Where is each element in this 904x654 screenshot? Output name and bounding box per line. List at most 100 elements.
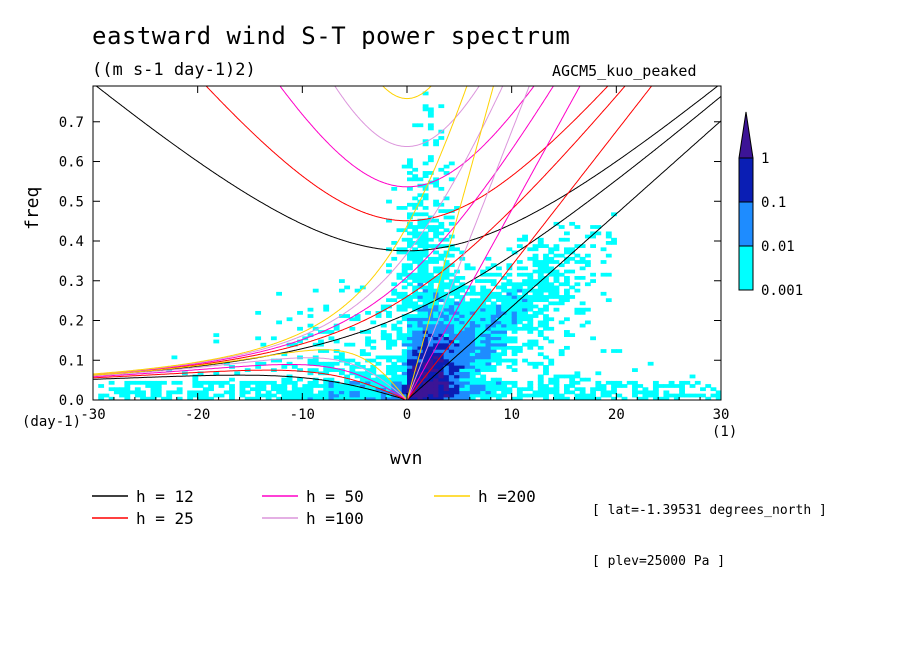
ig-curve bbox=[279, 86, 535, 188]
heat-cell bbox=[108, 380, 115, 385]
heat-cell bbox=[475, 380, 481, 385]
heat-cell bbox=[459, 358, 466, 363]
heat-cell bbox=[658, 396, 665, 400]
heat-cell bbox=[412, 320, 419, 325]
heat-cell bbox=[475, 317, 481, 322]
heat-cell bbox=[532, 260, 539, 264]
heat-cell bbox=[527, 298, 534, 303]
heat-cell bbox=[443, 393, 450, 398]
heat-cell bbox=[443, 291, 450, 296]
heat-cell bbox=[108, 387, 115, 392]
heat-cell bbox=[495, 361, 502, 366]
heat-cell bbox=[427, 279, 434, 283]
heat-cell bbox=[438, 202, 445, 207]
colorbar-swatch bbox=[738, 201, 754, 247]
heat-cell bbox=[527, 330, 534, 334]
legend-label: h = 12 bbox=[136, 487, 194, 506]
heat-cell bbox=[543, 260, 549, 264]
heat-cell bbox=[438, 253, 445, 258]
heat-cell bbox=[532, 365, 539, 369]
heat-cell bbox=[412, 285, 419, 290]
heat-cell bbox=[417, 314, 424, 318]
heat-cell bbox=[427, 228, 434, 233]
heat-cell bbox=[459, 323, 466, 328]
heat-cell bbox=[501, 339, 508, 344]
colorbar-swatch bbox=[738, 245, 754, 291]
heat-cell bbox=[297, 390, 303, 395]
heat-cell bbox=[407, 342, 413, 347]
heat-cell bbox=[469, 301, 476, 306]
heat-cell bbox=[427, 110, 434, 115]
heat-cell bbox=[412, 374, 419, 379]
heat-cell bbox=[548, 295, 555, 299]
heat-cell bbox=[239, 390, 246, 395]
heat-cell bbox=[480, 326, 487, 331]
heat-cell bbox=[422, 272, 429, 277]
heat-cell bbox=[150, 390, 157, 395]
heat-cell bbox=[323, 380, 330, 385]
heat-cell bbox=[459, 310, 466, 315]
heat-cell bbox=[365, 377, 371, 382]
heat-cell bbox=[632, 384, 638, 388]
heat-cell bbox=[286, 377, 293, 382]
heat-cell bbox=[422, 317, 429, 322]
heat-cell bbox=[516, 320, 523, 325]
heat-cell bbox=[673, 384, 680, 388]
heat-cell bbox=[522, 301, 528, 306]
heat-cell bbox=[480, 342, 487, 347]
heat-cell bbox=[605, 231, 612, 236]
heat-cell bbox=[689, 384, 696, 388]
heat-cell bbox=[590, 396, 596, 400]
heat-cell bbox=[553, 295, 560, 299]
annotation-plev: [ plev=25000 Pa ] bbox=[592, 554, 726, 569]
heat-cell bbox=[464, 387, 471, 392]
heat-cell bbox=[506, 310, 513, 315]
heat-cell bbox=[134, 387, 141, 392]
heat-cell bbox=[485, 361, 492, 366]
heat-cell bbox=[454, 314, 460, 318]
heat-cell bbox=[427, 365, 434, 369]
heat-cell bbox=[443, 275, 450, 280]
heat-cell bbox=[611, 380, 617, 385]
heat-cell bbox=[464, 361, 471, 366]
heat-cell bbox=[422, 174, 429, 179]
heat-cell bbox=[427, 326, 434, 331]
heat-cell bbox=[396, 387, 403, 392]
heat-cell bbox=[98, 384, 105, 388]
heat-cell bbox=[391, 339, 398, 344]
heat-cell bbox=[396, 275, 403, 280]
heat-cell bbox=[412, 231, 419, 236]
heat-cell bbox=[386, 339, 392, 344]
kelvin-curve bbox=[406, 86, 653, 400]
heat-cell bbox=[537, 390, 544, 395]
heat-cell bbox=[595, 396, 602, 400]
heat-cell bbox=[490, 291, 497, 296]
heat-cell bbox=[208, 380, 214, 385]
heat-cell bbox=[417, 221, 424, 226]
heat-cell bbox=[475, 387, 481, 392]
heat-cell bbox=[433, 269, 439, 274]
heat-cell bbox=[537, 285, 544, 290]
heat-cell bbox=[548, 282, 555, 287]
heat-cell bbox=[469, 390, 476, 395]
heat-cell bbox=[605, 393, 612, 398]
heat-cell bbox=[333, 361, 340, 366]
heat-cell bbox=[433, 358, 439, 363]
heat-cell bbox=[679, 393, 685, 398]
heat-cell bbox=[407, 295, 413, 299]
heat-cell bbox=[161, 380, 167, 385]
heat-cell bbox=[553, 301, 560, 306]
heat-cell bbox=[506, 387, 513, 392]
heat-cell bbox=[600, 384, 607, 388]
heat-cell bbox=[448, 349, 455, 353]
heat-cell bbox=[422, 91, 429, 96]
heat-cell bbox=[522, 342, 528, 347]
heat-cell bbox=[511, 288, 518, 293]
heat-cell bbox=[407, 336, 413, 341]
heat-cell bbox=[344, 342, 351, 347]
heat-cell bbox=[553, 275, 560, 280]
heat-cell bbox=[506, 301, 513, 306]
heat-cell bbox=[537, 361, 544, 366]
heat-cell bbox=[611, 349, 617, 353]
heat-cell bbox=[548, 288, 555, 293]
